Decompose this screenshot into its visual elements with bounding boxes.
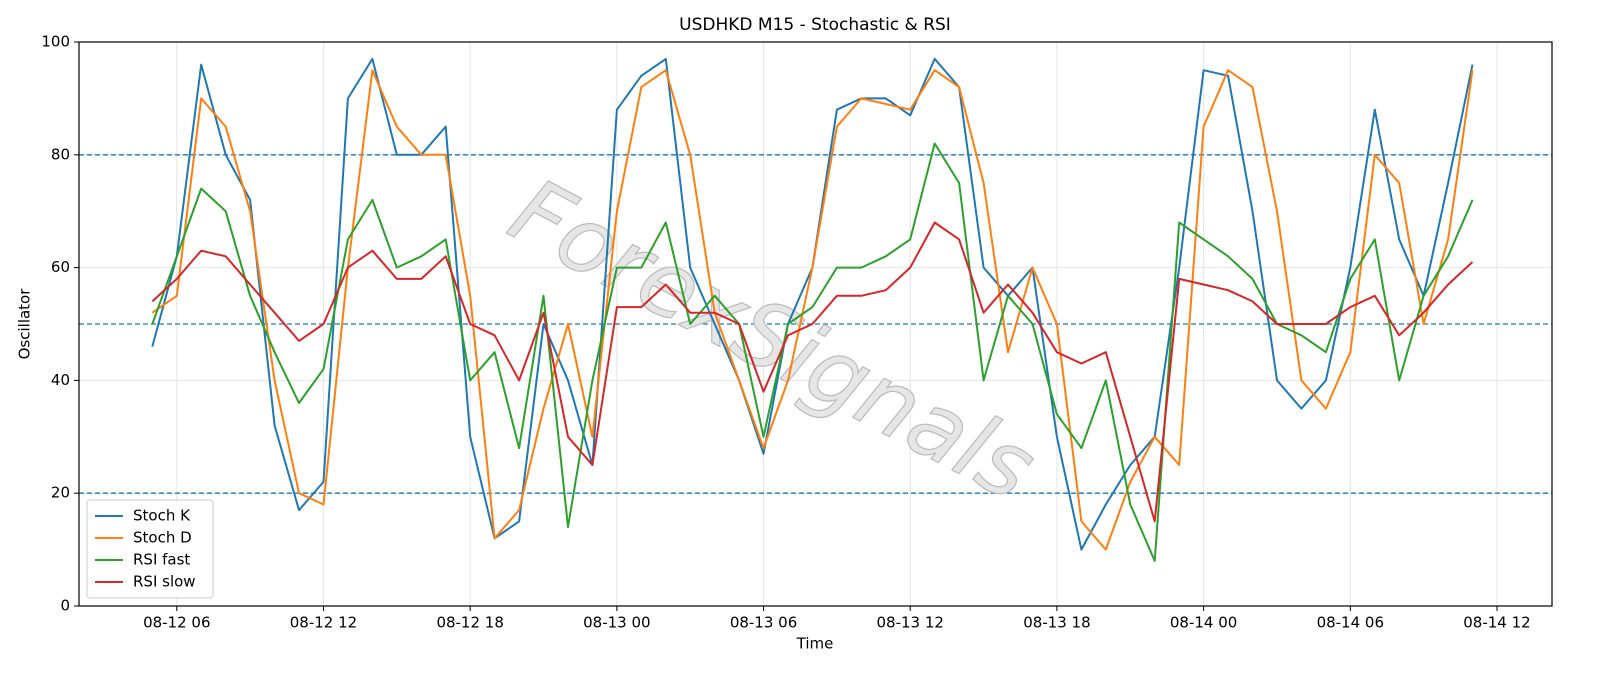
y-tick-label: 80 [51, 145, 70, 163]
x-tick-label: 08-12 12 [290, 614, 357, 632]
y-tick-label: 60 [51, 258, 70, 276]
y-tick-label: 100 [41, 33, 70, 51]
series-line [151, 69, 1474, 551]
y-tick-label: 0 [60, 597, 70, 615]
legend-box [86, 499, 214, 599]
legend-label: Stoch D [133, 529, 192, 547]
x-tick-label: 08-12 06 [143, 614, 210, 632]
series-line [151, 221, 1474, 523]
x-tick-label: 08-14 12 [1463, 614, 1530, 632]
y-tick-label: 40 [51, 371, 70, 389]
series-line [151, 142, 1474, 562]
plot-frame [78, 41, 1553, 607]
x-tick-label: 08-14 00 [1170, 614, 1237, 632]
x-tick-label: 08-13 12 [877, 614, 944, 632]
x-tick-label: 08-12 18 [436, 614, 503, 632]
legend-label: RSI fast [133, 551, 190, 569]
x-axis-label: Time [796, 635, 834, 653]
x-tick-label: 08-13 06 [730, 614, 797, 632]
chart-title: USDHKD M15 - Stochastic & RSI [679, 15, 951, 35]
legend: Stoch K Stoch D RSI fast RSI slow [86, 499, 214, 599]
y-tick-label: 20 [51, 484, 70, 502]
legend-label: RSI slow [133, 573, 196, 591]
x-tick-label: 08-13 18 [1023, 614, 1090, 632]
x-tick-label: 08-14 06 [1317, 614, 1384, 632]
legend-label: Stoch K [133, 507, 191, 525]
y-axis-label: Oscillator [16, 288, 34, 360]
x-tick-label: 08-13 00 [583, 614, 650, 632]
